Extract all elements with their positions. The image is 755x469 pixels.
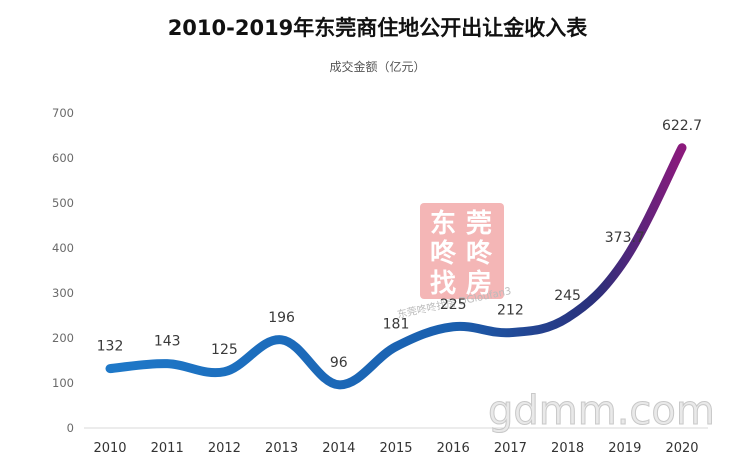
y-tick-label: 500: [52, 196, 74, 210]
data-label: 96: [330, 355, 348, 371]
data-label: 245: [554, 288, 581, 304]
data-label: 181: [383, 317, 410, 333]
series-line: [105, 143, 687, 390]
x-tick-label: 2013: [265, 441, 298, 456]
y-tick-label: 200: [52, 331, 74, 345]
y-tick-label: 300: [52, 286, 74, 300]
x-tick-label: 2020: [665, 441, 698, 456]
data-label: 373.7: [605, 230, 645, 246]
chart-title: 2010-2019年东莞商住地公开出让金收入表: [167, 16, 588, 40]
y-tick-label: 100: [52, 376, 74, 390]
x-tick-label: 2010: [93, 441, 126, 456]
y-tick-label: 0: [67, 421, 74, 435]
watermark-char: 房: [466, 269, 492, 299]
data-labels: 132 143 125 196 96 181 225 212 245 373.7 622.7: [97, 118, 702, 371]
watermark-char: 咚: [466, 239, 493, 269]
x-axis: 2010 2011 2012 2013 2014 2015 2016 2017 2018 2019…: [93, 441, 698, 456]
site-watermark: gdmm.com: [488, 388, 715, 434]
data-label: 125: [211, 342, 238, 358]
x-tick-label: 2019: [608, 441, 641, 456]
watermark-char: 找: [430, 269, 456, 299]
chart-subtitle: 成交金额（亿元）: [329, 60, 426, 74]
x-tick-label: 2017: [494, 441, 527, 456]
x-tick-label: 2011: [151, 441, 184, 456]
y-axis: 0 100 200 300 400 500 600 700: [52, 106, 74, 435]
data-label: 622.7: [662, 118, 702, 134]
data-label: 132: [97, 339, 124, 355]
watermark-logo: 东 莞 咚 咚 找 房: [420, 203, 504, 299]
x-tick-label: 2018: [551, 441, 584, 456]
data-label: 143: [154, 334, 181, 350]
x-tick-label: 2014: [322, 441, 355, 456]
watermark-char: 东: [430, 208, 456, 239]
data-label: 225: [440, 297, 467, 313]
y-tick-label: 600: [52, 151, 74, 165]
y-tick-label: 400: [52, 241, 74, 255]
x-tick-label: 2012: [208, 441, 241, 456]
x-tick-label: 2016: [437, 441, 470, 456]
y-tick-label: 700: [52, 106, 74, 120]
data-label: 196: [268, 310, 295, 326]
x-tick-label: 2015: [379, 441, 412, 456]
watermark-char: 咚: [430, 239, 457, 269]
watermark-char: 莞: [466, 209, 492, 239]
data-label: 212: [497, 303, 524, 319]
